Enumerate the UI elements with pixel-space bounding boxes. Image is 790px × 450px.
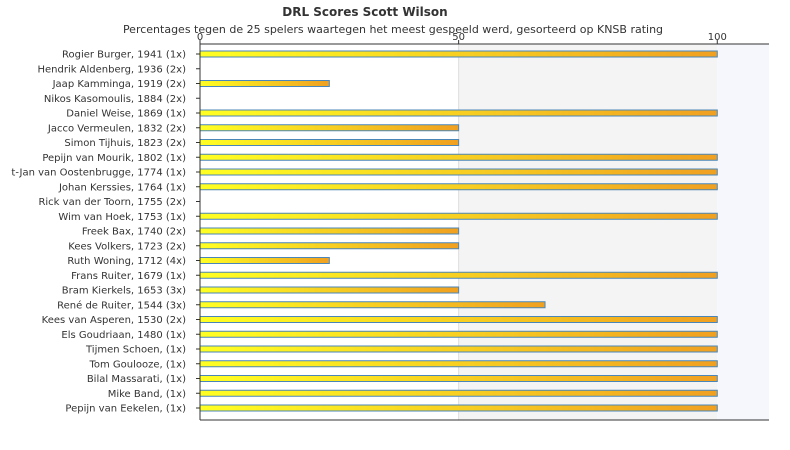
bar	[199, 139, 460, 146]
category-label: Nikos Kasomoulis, 1884 (2x)	[44, 94, 186, 105]
category-label: Tom Goulooze, (1x)	[88, 359, 186, 370]
bar	[199, 153, 718, 161]
bar	[199, 109, 718, 117]
category-label: Bilal Massarati, (1x)	[87, 374, 186, 385]
bar	[199, 286, 460, 294]
bar	[199, 183, 718, 191]
category-label: Frans Ruiter, 1679 (1x)	[71, 271, 186, 282]
plot-background	[458, 44, 769, 420]
bar	[199, 242, 460, 250]
bar	[199, 404, 718, 412]
bar	[199, 389, 718, 397]
bar	[199, 168, 718, 176]
chart-subtitle: Percentages tegen de 25 spelers waartege…	[123, 23, 663, 36]
category-label: t-Jan van Oostenbrugge, 1774 (1x)	[11, 168, 186, 179]
axes	[199, 43, 769, 421]
category-label: Hendrik Aldenberg, 1936 (2x)	[37, 64, 186, 75]
category-label: Tijmen Schoen, (1x)	[85, 345, 186, 356]
bar	[199, 301, 546, 309]
category-label: Bram Kierkels, 1653 (3x)	[62, 286, 186, 297]
category-label: Jaap Kamminga, 1919 (2x)	[52, 79, 186, 90]
category-label: Daniel Weise, 1869 (1x)	[66, 109, 186, 120]
bar	[199, 316, 718, 323]
category-label: René de Ruiter, 1544 (3x)	[57, 299, 186, 311]
x-axis-ticks: 0 50 100	[197, 32, 727, 44]
bar	[199, 227, 460, 235]
category-label: Els Goudriaan, 1480 (1x)	[61, 330, 186, 341]
bar	[199, 375, 718, 382]
category-labels: Rogier Burger, 1941 (1x) Hendrik Aldenber…	[11, 50, 200, 415]
category-label: Wim van Hoek, 1753 (1x)	[58, 212, 186, 223]
category-label: Johan Kerssies, 1764 (1x)	[58, 182, 186, 193]
bar	[199, 330, 718, 338]
category-label: Kees Volkers, 1723 (2x)	[68, 241, 186, 252]
category-label: Simon Tijhuis, 1823 (2x)	[64, 138, 186, 149]
bars	[199, 50, 718, 412]
x-tick-label: 50	[452, 32, 465, 43]
category-label: Ruth Woning, 1712 (4x)	[67, 256, 186, 267]
bar	[199, 271, 718, 279]
category-label: Jacco Vermeulen, 1832 (2x)	[47, 123, 186, 134]
bar	[199, 360, 718, 368]
bar	[199, 257, 330, 264]
bar	[199, 80, 330, 87]
bar	[199, 212, 718, 220]
category-label: Mike Band, (1x)	[108, 389, 186, 400]
bar	[199, 124, 460, 132]
x-tick-label: 0	[197, 32, 203, 43]
bar	[199, 345, 718, 353]
x-tick-label: 100	[708, 32, 727, 43]
band-100-110	[717, 44, 769, 420]
category-label: Pepijn van Eekelen, (1x)	[65, 404, 186, 415]
category-label: Freek Bax, 1740 (2x)	[82, 227, 186, 238]
category-label: Rogier Burger, 1941 (1x)	[62, 50, 186, 61]
category-label: Rick van der Toorn, 1755 (2x)	[38, 197, 186, 208]
band-50-100	[458, 44, 718, 420]
bar	[199, 50, 718, 58]
chart-title: DRL Scores Scott Wilson	[282, 5, 447, 19]
category-label: Pepijn van Mourik, 1802 (1x)	[42, 153, 186, 164]
category-label: Kees van Asperen, 1530 (2x)	[42, 315, 186, 326]
